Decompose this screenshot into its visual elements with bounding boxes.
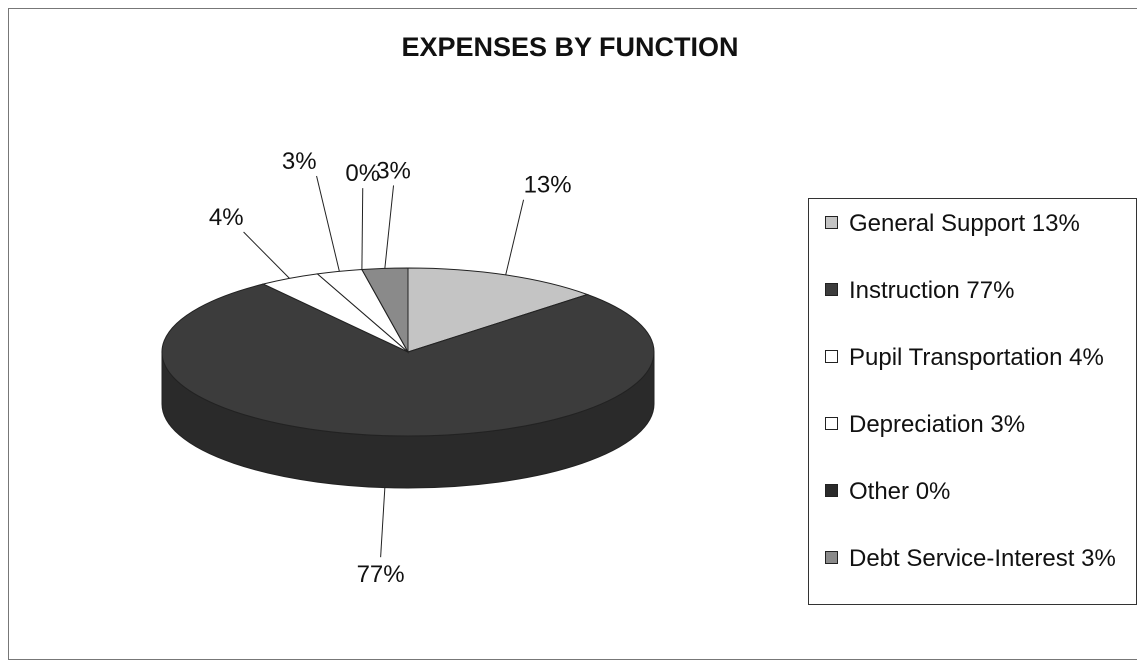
- data-label: 77%: [357, 561, 405, 588]
- data-label: 13%: [524, 172, 572, 199]
- legend-entry: Pupil Transportation 4%: [823, 343, 1130, 372]
- legend-entry: Instruction 77%: [823, 276, 1130, 305]
- data-label: 3%: [376, 157, 411, 184]
- legend-entry: Depreciation 3%: [823, 410, 1130, 439]
- legend-swatch: [825, 283, 838, 296]
- chart-frame: [8, 8, 1137, 660]
- chart-title: EXPENSES BY FUNCTION: [401, 32, 738, 62]
- leader-line: [316, 175, 340, 272]
- leader-line: [361, 188, 364, 270]
- pie-slice: [161, 283, 655, 437]
- legend-swatch: [825, 350, 838, 363]
- data-label: 3%: [282, 148, 317, 175]
- legend: General Support 13% Instruction 77% Pupil …: [808, 198, 1137, 605]
- legend-label: General Support 13%: [849, 210, 1080, 237]
- legend-label: Depreciation 3%: [849, 411, 1026, 438]
- leader-line: [384, 185, 395, 269]
- leader-line: [380, 487, 386, 558]
- legend-swatch: [825, 417, 838, 430]
- legend-label: Debt Service-Interest 3%: [849, 545, 1116, 572]
- legend-swatch: [825, 484, 838, 497]
- legend-label: Pupil Transportation 4%: [849, 344, 1104, 371]
- leader-line: [505, 199, 525, 276]
- leader-line: [243, 231, 290, 279]
- data-label: 0%: [345, 160, 380, 187]
- legend-entry: General Support 13%: [823, 209, 1130, 238]
- legend-label: Other 0%: [849, 478, 951, 505]
- legend-entry: Other 0%: [823, 477, 1130, 506]
- legend-label: Instruction 77%: [849, 277, 1015, 304]
- pie-slice: [407, 267, 589, 353]
- legend-entry: Debt Service-Interest 3%: [823, 544, 1130, 573]
- legend-swatch: [825, 216, 838, 229]
- legend-swatch: [825, 551, 838, 564]
- data-label: 4%: [209, 204, 244, 231]
